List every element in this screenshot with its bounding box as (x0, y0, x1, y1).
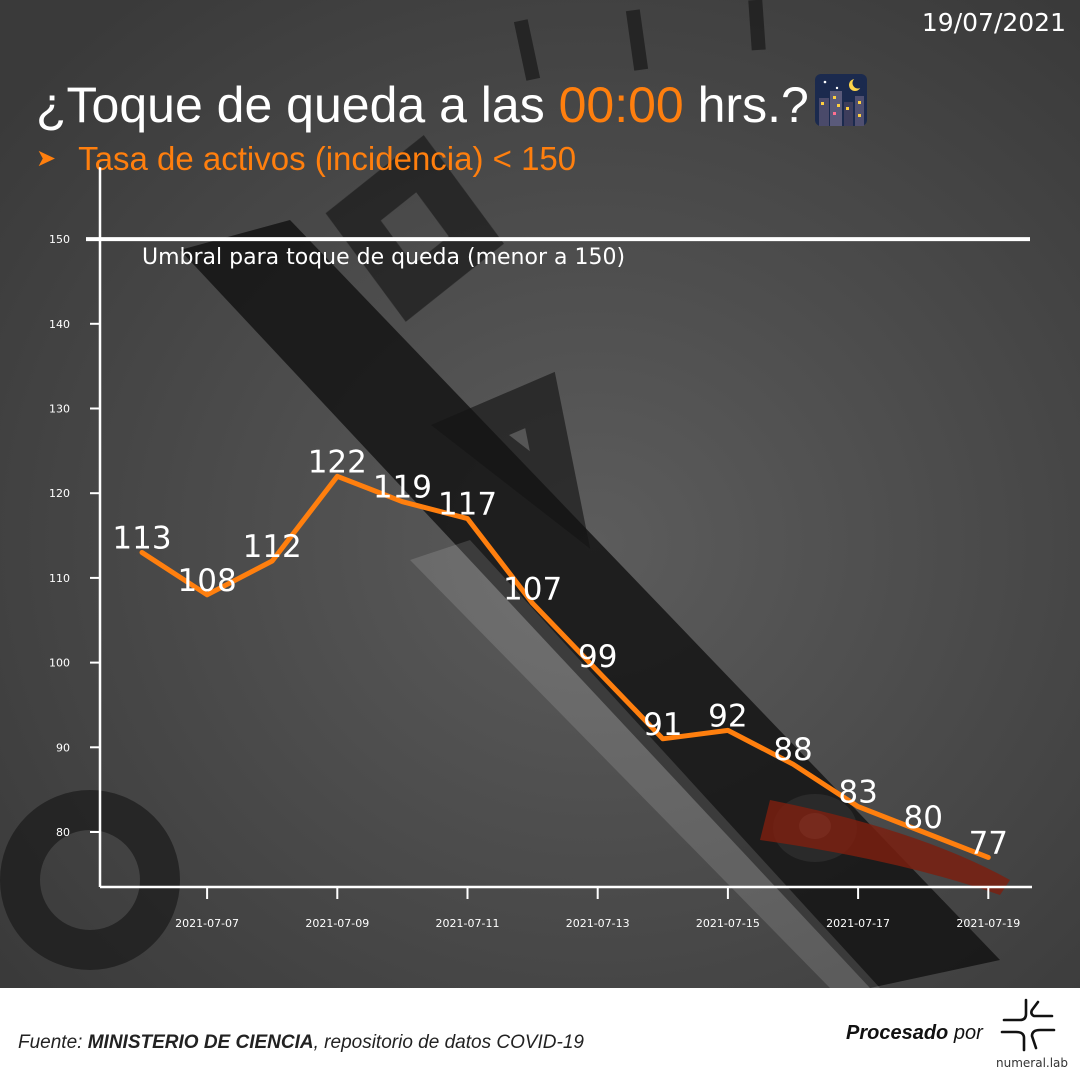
source-prefix: Fuente: (18, 1032, 88, 1053)
x-tick-label: 2021-07-11 (436, 917, 500, 930)
data-label: 91 (643, 707, 682, 743)
y-tick-label: 80 (56, 826, 70, 839)
data-label: 112 (243, 529, 302, 565)
y-tick-label: 120 (49, 487, 70, 500)
y-tick-label: 140 (49, 318, 70, 331)
data-label: 117 (438, 487, 497, 523)
subtitle-text: Tasa de activos (incidencia) < 150 (78, 140, 577, 177)
line-chart: 80 90 100 110 120 130 140 150 2021-07-07 2021-07-… (49, 167, 1032, 930)
processed-by: Procesado por (846, 1022, 983, 1045)
night-city-icon (814, 74, 867, 126)
x-tick-label: 2021-07-15 (696, 917, 760, 930)
date-label: 19/07/2021 (921, 8, 1066, 37)
x-tick-label: 2021-07-13 (566, 917, 630, 930)
processed-bold: Procesado (846, 1022, 949, 1044)
data-label: 113 (112, 520, 171, 556)
source-note: Fuente: MINISTERIO DE CIENCIA, repositor… (18, 1032, 584, 1054)
y-tick-label: 110 (49, 572, 70, 585)
data-label: 77 (969, 825, 1008, 861)
y-tick-label: 130 (49, 403, 70, 416)
title-text-end: hrs.? (683, 77, 809, 133)
data-label: 83 (838, 775, 877, 811)
title-time-accent: 00:00 (558, 77, 684, 133)
chart-panel: 19/07/2021 ¿Toque de queda a las 00:00 h… (0, 0, 1080, 988)
data-label: 119 (373, 470, 432, 506)
y-tick-label: 100 (49, 657, 70, 670)
data-label: 122 (308, 444, 367, 480)
x-tick-label: 2021-07-09 (305, 917, 369, 930)
clock-background-image (0, 0, 1080, 988)
y-tick-label: 150 (49, 233, 70, 246)
data-label: 99 (578, 639, 617, 675)
chart-subtitle: ➤ Tasa de activos (incidencia) < 150 (36, 140, 576, 178)
title-text-start: ¿Toque de queda a las (36, 77, 559, 133)
brand-name: numeral.lab (996, 1056, 1069, 1070)
data-label: 92 (708, 698, 747, 734)
numeral-lab-logo-icon (1000, 998, 1056, 1052)
series-line (139, 473, 991, 860)
chart-title: ¿Toque de queda a las 00:00 hrs.? (36, 74, 867, 134)
data-label: 88 (773, 732, 812, 768)
data-label: 108 (178, 563, 237, 599)
footer: Fuente: MINISTERIO DE CIENCIA, repositor… (0, 988, 1080, 1080)
x-tick-label: 2021-07-07 (175, 917, 239, 930)
data-label: 107 (503, 571, 562, 607)
data-label: 80 (903, 800, 942, 836)
threshold-label: Umbral para toque de queda (menor a 150) (142, 245, 625, 270)
source-detail: , repositorio de datos COVID-19 (313, 1032, 584, 1053)
processed-rest: por (948, 1022, 983, 1044)
source-organization: MINISTERIO DE CIENCIA (87, 1032, 314, 1053)
y-tick-label: 90 (56, 741, 70, 754)
x-tick-label: 2021-07-17 (826, 917, 890, 930)
arrow-icon: ➤ (36, 145, 57, 172)
x-tick-label: 2021-07-19 (956, 917, 1020, 930)
